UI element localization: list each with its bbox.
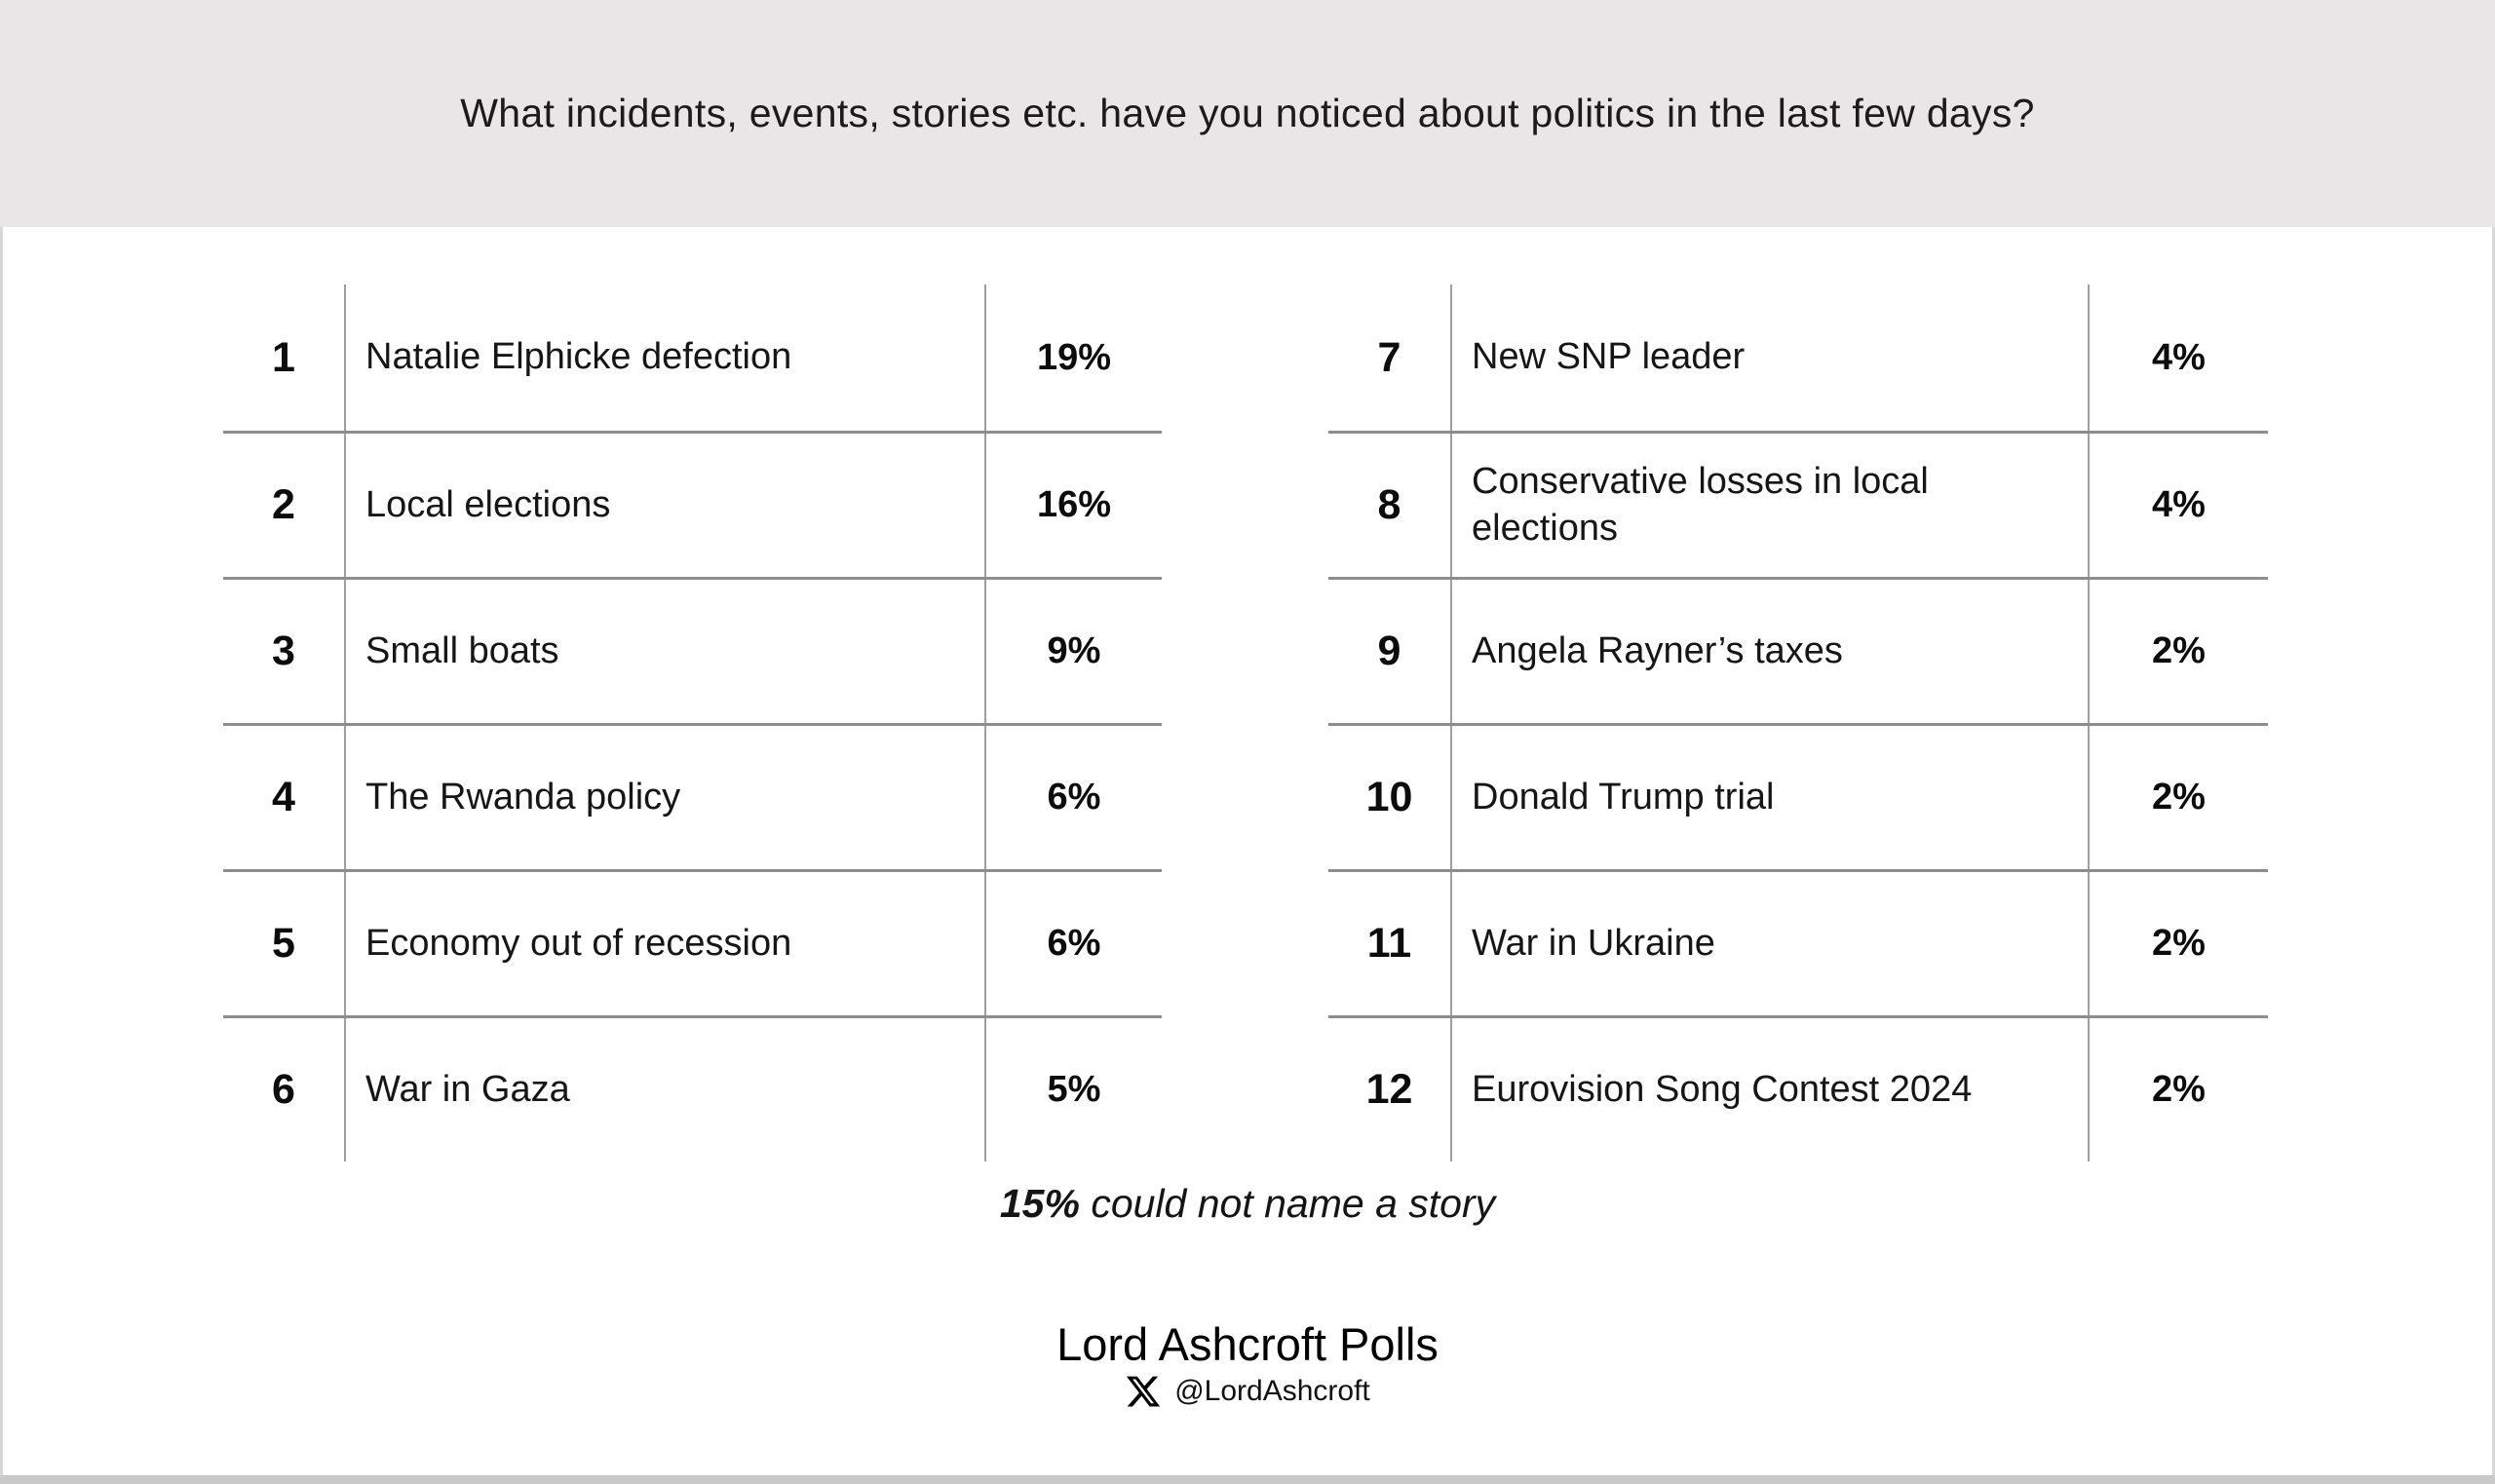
social-handle: @LordAshcroft: [1174, 1375, 1370, 1407]
table-row: 12 Eurovision Song Contest 2024 2%: [1328, 1015, 2268, 1161]
story-cell: Eurovision Song Contest 2024: [1450, 1018, 2090, 1161]
percent-cell: 16%: [1036, 484, 1112, 525]
rank-cell: 7: [1377, 333, 1401, 381]
table-row: 9 Angela Rayner’s taxes 2%: [1328, 577, 2268, 723]
rank-cell: 10: [1365, 774, 1413, 820]
table-row: 5 Economy out of recession 6%: [223, 869, 1162, 1015]
table-row: 10 Donald Trump trial 2%: [1328, 723, 2268, 869]
percent-cell: 2%: [2152, 1069, 2206, 1110]
percent-cell: 5%: [1047, 1069, 1101, 1110]
story-cell: War in Gaza: [344, 1018, 986, 1161]
story-cell: Small boats: [344, 580, 986, 723]
story-cell: Donald Trump trial: [1450, 726, 2090, 869]
rank-cell: 9: [1377, 628, 1401, 674]
rank-cell: 11: [1366, 920, 1412, 967]
footnote-percent: 15%: [999, 1181, 1080, 1226]
poll-question: What incidents, events, stories etc. hav…: [460, 91, 2035, 135]
story-cell: Natalie Elphicke defection: [344, 285, 986, 431]
table-row: 6 War in Gaza 5%: [223, 1015, 1162, 1161]
story-cell: Economy out of recession: [344, 872, 986, 1015]
percent-cell: 19%: [1036, 336, 1112, 378]
brand-name: Lord Ashcroft Polls: [1056, 1318, 1439, 1370]
percent-cell: 6%: [1047, 923, 1101, 964]
right-edge-border: [2492, 227, 2495, 1475]
percent-cell: 2%: [2152, 777, 2206, 818]
percent-cell: 2%: [2152, 923, 2206, 964]
story-cell: Conservative losses in local elections: [1450, 434, 2090, 577]
table-row: 11 War in Ukraine 2%: [1328, 869, 2268, 1015]
story-cell: War in Ukraine: [1450, 872, 2090, 1015]
percent-cell: 2%: [2152, 630, 2206, 671]
percent-cell: 9%: [1047, 630, 1101, 671]
table-row: 8 Conservative losses in local elections…: [1328, 431, 2268, 577]
story-cell: The Rwanda policy: [344, 726, 986, 869]
story-cell: Angela Rayner’s taxes: [1450, 580, 2090, 723]
rank-cell: 8: [1377, 481, 1401, 528]
social-handle-row: @LordAshcroft: [0, 1373, 2495, 1410]
footnote: 15% could not name a story: [0, 1181, 2495, 1227]
percent-cell: 4%: [2152, 484, 2206, 525]
rank-cell: 3: [272, 628, 295, 674]
rank-cell: 5: [272, 920, 295, 967]
question-banner: What incidents, events, stories etc. hav…: [0, 0, 2495, 227]
percent-cell: 6%: [1047, 777, 1101, 818]
results-table-left: 1 Natalie Elphicke defection 19% 2 Local…: [223, 285, 1162, 1161]
story-cell: New SNP leader: [1450, 285, 2090, 431]
table-row: 7 New SNP leader 4%: [1328, 285, 2268, 431]
percent-cell: 4%: [2152, 336, 2206, 378]
table-row: 4 The Rwanda policy 6%: [223, 723, 1162, 869]
table-row: 3 Small boats 9%: [223, 577, 1162, 723]
rank-cell: 6: [272, 1066, 295, 1113]
rank-cell: 2: [272, 481, 295, 528]
left-edge-border: [0, 227, 3, 1475]
results-table-right: 7 New SNP leader 4% 8 Conservative losse…: [1328, 285, 2268, 1161]
rank-cell: 1: [272, 333, 295, 381]
story-cell: Local elections: [344, 434, 986, 577]
bottom-strip: [0, 1475, 2495, 1484]
x-logo-icon: [1125, 1373, 1162, 1410]
table-row: 1 Natalie Elphicke defection 19%: [223, 285, 1162, 431]
table-row: 2 Local elections 16%: [223, 431, 1162, 577]
footnote-text: could not name a story: [1079, 1181, 1496, 1226]
rank-cell: 4: [272, 774, 295, 820]
rank-cell: 12: [1365, 1066, 1413, 1113]
